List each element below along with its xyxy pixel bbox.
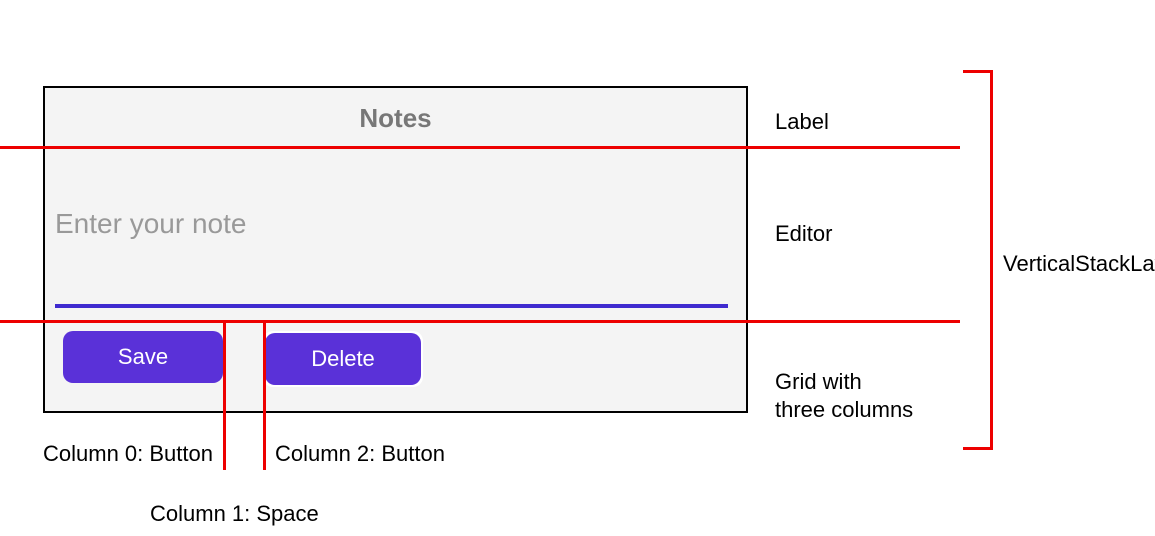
annotation-col1: Column 1: Space xyxy=(150,500,319,528)
annotation-col0-line xyxy=(223,320,226,470)
label-row: Notes xyxy=(45,88,746,148)
annotation-divider-2 xyxy=(0,320,960,323)
vertical-stack-layout: Notes Save Delete xyxy=(43,86,748,413)
button-grid: Save Delete xyxy=(45,313,746,387)
annotation-stack: VerticalStackLayout xyxy=(1003,250,1155,278)
editor-row xyxy=(45,148,746,313)
annotation-grid: Grid withthree columns xyxy=(775,368,913,423)
annotation-divider-1 xyxy=(0,146,960,149)
delete-button[interactable]: Delete xyxy=(265,333,421,385)
annotation-editor: Editor xyxy=(775,220,832,248)
save-button[interactable]: Save xyxy=(63,331,223,383)
annotation-col1-line xyxy=(263,320,266,470)
note-editor[interactable] xyxy=(55,158,728,308)
delete-button-wrap: Delete xyxy=(263,331,423,387)
annotation-col0: Column 0: Button xyxy=(43,440,213,468)
annotation-label: Label xyxy=(775,108,829,136)
page-title: Notes xyxy=(359,103,431,134)
annotation-bracket xyxy=(963,70,993,450)
annotation-col2: Column 2: Button xyxy=(275,440,445,468)
